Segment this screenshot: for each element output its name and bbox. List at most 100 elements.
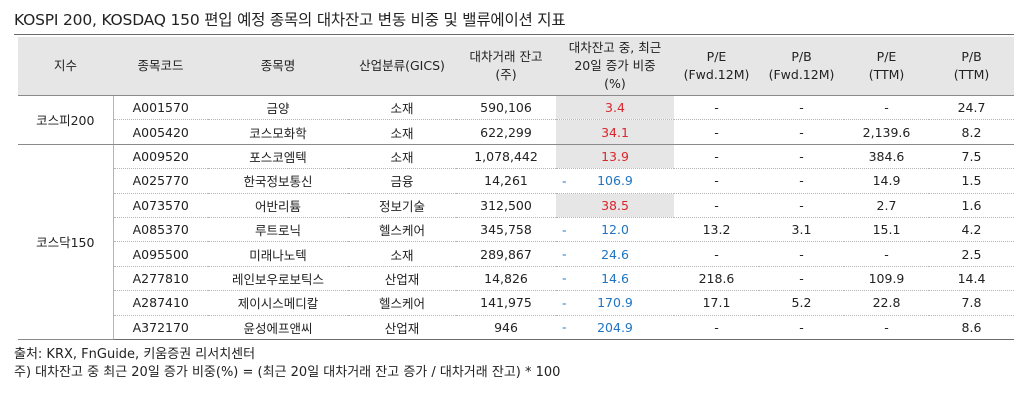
cell-industry: 정보기술 [348, 193, 456, 218]
ratio-value: 12.0 [601, 222, 629, 238]
cell-industry: 산업재 [348, 266, 456, 292]
header-pb-fwd: P/B (Fwd.12M) [759, 37, 844, 96]
cell-pe-fwd: - [674, 193, 759, 218]
ratio-value: 38.5 [601, 197, 629, 213]
cell-pb-fwd: - [759, 168, 844, 194]
cell-balance: 14,261 [456, 168, 556, 194]
cell-pb-ttm: 14.4 [929, 266, 1014, 292]
cell-ratio: - 204.9 [556, 315, 674, 340]
ratio-value: 13.9 [601, 148, 629, 164]
cell-code: A085370 [113, 217, 208, 243]
cell-pe-ttm: - [844, 95, 929, 121]
cell-pe-fwd: - [674, 119, 759, 145]
cell-pb-ttm: 7.8 [929, 290, 1014, 316]
header-code: 종목코드 [113, 37, 208, 96]
header-pe-ttm: P/E (TTM) [844, 37, 929, 96]
cell-code: A005420 [113, 119, 208, 145]
valuation-table: 지수 종목코드 종목명 산업분류(GICS) 대차거래 잔고 (주) 대차잔고 중… [18, 37, 1014, 340]
cell-name: 포스코엠텍 [208, 144, 348, 170]
negative-marker: - [562, 319, 567, 335]
header-pb-ttm: P/B (TTM) [929, 37, 1014, 96]
ratio-value: 14.6 [601, 270, 629, 286]
table-row: A025770 한국정보통신 금융 14,261-106.9- -14.9 1.5 [18, 168, 1014, 194]
cell-balance: 1,078,442 [456, 144, 556, 170]
cell-industry: 헬스케어 [348, 290, 456, 316]
cell-industry: 금융 [348, 168, 456, 194]
cell-pe-fwd: - [674, 144, 759, 170]
negative-marker: - [562, 270, 567, 286]
cell-balance: 141,975 [456, 290, 556, 316]
ratio-value: 24.6 [601, 246, 629, 262]
table-row: A095500 미래나노텍 소재 289,867-24.6- - -2.5 [18, 241, 1014, 267]
cell-name: 어반리튬 [208, 193, 348, 218]
cell-pb-fwd: - [759, 193, 844, 218]
cell-code: A001570 [113, 95, 208, 121]
cell-name: 금양 [208, 95, 348, 121]
cell-balance: 289,867 [456, 241, 556, 267]
cell-pb-ttm: 7.5 [929, 144, 1014, 170]
ratio-value: 106.9 [597, 173, 633, 189]
cell-industry: 소재 [348, 119, 456, 145]
cell-code: A095500 [113, 241, 208, 267]
cell-name: 미래나노텍 [208, 241, 348, 267]
index-group-label: 코스피200 [18, 95, 114, 145]
negative-marker: - [562, 295, 567, 311]
cell-code: A009520 [113, 144, 208, 170]
table-row: A005420 코스모화학 소재 622,299 34.1- -2,139.6 8.2 [18, 119, 1014, 145]
cell-ratio: - 14.6 [556, 266, 674, 292]
table-row: A287410 제이시스메디칼 헬스케어 141,975- 170.9 17.1 5.2 22… [18, 290, 1014, 316]
header-ratio: 대차잔고 중, 최근 20일 증가 비중 (%) [556, 37, 674, 96]
cell-industry: 소재 [348, 144, 456, 170]
cell-pe-fwd: - [674, 315, 759, 340]
cell-pe-fwd: 218.6 [674, 266, 759, 292]
cell-pe-ttm: - [844, 315, 929, 340]
cell-ratio: - 106.9 [556, 168, 674, 194]
cell-pb-ttm: 24.7 [929, 95, 1014, 121]
page-title: KOSPI 200, KOSDAQ 150 편입 예정 종목의 대차잔고 변동 … [14, 11, 566, 29]
negative-marker: - [562, 173, 567, 189]
cell-industry: 소재 [348, 95, 456, 121]
cell-ratio: 34.1 [556, 119, 674, 145]
cell-pb-ttm: 4.2 [929, 217, 1014, 243]
footer-source: 출처: KRX, FnGuide, 키움증권 리서치센터 [14, 347, 256, 362]
cell-code: A025770 [113, 168, 208, 194]
cell-pb-ttm: 8.6 [929, 315, 1014, 340]
cell-pe-fwd: - [674, 168, 759, 194]
table-row: 코스닥150 A009520 포스코엠텍 소재 1,078,442 13.9- -384.6… [18, 144, 1014, 340]
cell-industry: 소재 [348, 241, 456, 267]
cell-name: 루트로닉 [208, 217, 348, 243]
ratio-value: 34.1 [601, 124, 629, 140]
cell-pb-fwd: - [759, 144, 844, 170]
cell-code: A073570 [113, 193, 208, 218]
cell-balance: 14,826 [456, 266, 556, 292]
cell-pe-ttm: 2.7 [844, 193, 929, 218]
cell-ratio: - 12.0 [556, 217, 674, 243]
cell-pe-ttm: 14.9 [844, 168, 929, 194]
cell-pb-fwd: 5.2 [759, 290, 844, 316]
cell-pe-fwd: 17.1 [674, 290, 759, 316]
table-row: 코스피200 A001570 금양 소재 590,106 3.4- - -24.7 [18, 95, 1014, 145]
ratio-value: 3.4 [605, 100, 625, 116]
cell-industry: 산업재 [348, 315, 456, 340]
cell-ratio: - 24.6 [556, 241, 674, 267]
cell-balance: 590,106 [456, 95, 556, 121]
cell-pe-fwd: - [674, 241, 759, 267]
cell-code: A287410 [113, 290, 208, 316]
ratio-value: 204.9 [597, 319, 633, 335]
cell-name: 코스모화학 [208, 119, 348, 145]
cell-balance: 345,758 [456, 217, 556, 243]
cell-balance: 946 [456, 315, 556, 340]
cell-pe-ttm: 15.1 [844, 217, 929, 243]
cell-pe-ttm: 384.6 [844, 144, 929, 170]
ratio-value: 170.9 [597, 295, 633, 311]
cell-pe-ttm: - [844, 241, 929, 267]
cell-pb-fwd: - [759, 241, 844, 267]
cell-pe-fwd: - [674, 95, 759, 121]
header-name: 종목명 [208, 37, 348, 96]
table-row: A277810 레인보우로보틱스 산업재 14,826-14.6 218.6-109.9… [18, 266, 1014, 292]
cell-name: 제이시스메디칼 [208, 290, 348, 316]
index-group-label: 코스닥150 [18, 144, 114, 340]
cell-balance: 622,299 [456, 119, 556, 145]
negative-marker: - [562, 246, 567, 262]
header-balance: 대차거래 잔고 (주) [456, 37, 556, 96]
